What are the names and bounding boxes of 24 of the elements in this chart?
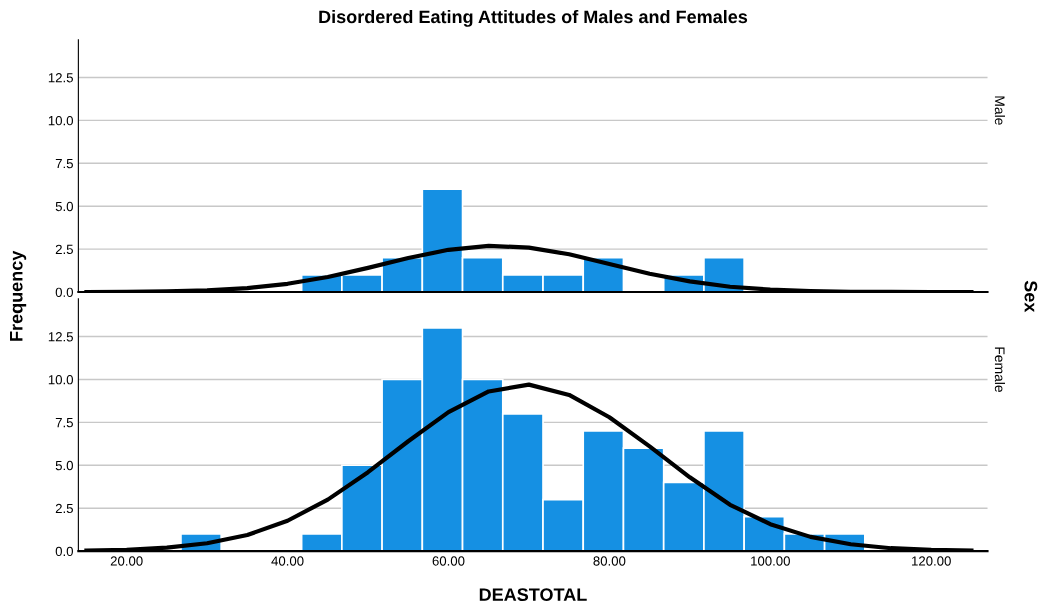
text: Sex [1024,280,1038,313]
y-axis-title: Frequency [10,250,27,341]
y-tick-label: 12.5 [48,73,73,83]
y-tick-label: 0.0 [55,546,73,557]
y-tick-label: 2.5 [55,503,73,514]
y2-axis-title: Male [994,96,1006,125]
y-tick-label: 7.5 [55,418,73,428]
x-tick-label: 120.00 [912,556,951,566]
y-tick-label: 10.0 [48,115,73,126]
y-tick-label: 2.5 [55,244,73,255]
x-axis-title: DEASTOTAL [479,588,587,601]
x-tick-label: 20.00 [110,556,143,566]
y-tick-label: 12.5 [48,332,73,342]
x-tick-label: 60.00 [432,556,465,566]
x-tick-label: 40.00 [271,556,304,566]
y2-axis-title: Female [994,347,1006,392]
y-tick-label: 10.0 [48,375,73,385]
x-tick-label: 80.00 [593,556,626,566]
x-tick-label: 100.00 [751,556,790,566]
y-tick-label: 0.0 [55,287,73,297]
y-tick-label: 5.0 [55,201,73,212]
chart-title: Disordered Eating Attitudes of Males and Females [319,9,748,27]
y-tick-label: 5.0 [55,460,73,471]
y-tick-label: 7.5 [55,159,73,169]
